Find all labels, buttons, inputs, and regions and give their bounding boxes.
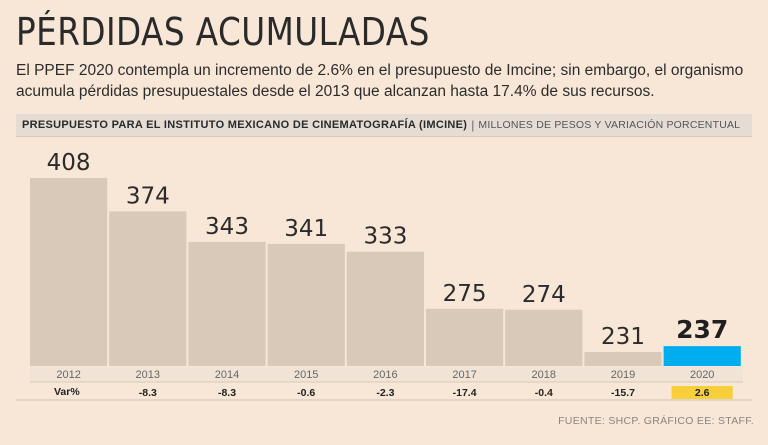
year-label-2015: 2015 [294, 369, 318, 381]
bar-2016 [346, 251, 424, 366]
value-label-2015: 341 [284, 216, 328, 242]
year-label-2012: 2012 [56, 369, 80, 381]
year-label-2016: 2016 [373, 369, 397, 381]
value-label-2018: 274 [522, 282, 566, 308]
chart-subtitle: El PPEF 2020 contempla un incremento de … [16, 62, 744, 100]
chart-units: MILLONES DE PESOS Y VARIACIÓN PORCENTUAL [478, 119, 741, 131]
chart-title: PÉRDIDAS ACUMULADAS [16, 10, 430, 54]
variation-2016: -2.3 [376, 387, 394, 399]
value-label-2020: 237 [676, 315, 728, 344]
variation-2019: -15.7 [611, 387, 635, 399]
year-label-2014: 2014 [215, 369, 239, 381]
bar-2015 [267, 243, 345, 366]
value-label-2017: 275 [443, 281, 487, 307]
variation-2013: -8.3 [139, 387, 157, 399]
variation-highlight-2020 [671, 386, 733, 399]
year-label-2017: 2017 [452, 369, 476, 381]
variation-row-label: Var% [54, 386, 80, 398]
year-label-2013: 2013 [136, 369, 160, 381]
value-label-2013: 374 [126, 183, 170, 209]
variation-2018: -0.4 [535, 387, 553, 399]
value-label-2016: 333 [363, 224, 407, 250]
bar-2013 [109, 211, 187, 366]
variation-2015: -0.6 [297, 387, 315, 399]
header-separator: | [471, 118, 475, 132]
year-row-band [30, 367, 743, 382]
year-label-2019: 2019 [611, 369, 635, 381]
bar-2020 [663, 346, 741, 366]
value-label-2012: 408 [47, 150, 91, 176]
bar-2018 [505, 309, 583, 366]
bar-2017 [426, 308, 504, 366]
variation-2020: 2.6 [695, 387, 710, 399]
bar-2019 [584, 352, 662, 366]
value-label-2014: 343 [205, 214, 249, 240]
bar-2014 [188, 241, 266, 366]
bar-2012 [30, 178, 108, 366]
variation-2014: -8.3 [218, 387, 236, 399]
chart-header-bar: PRESUPUESTO PARA EL INSTITUTO MEXICANO D… [16, 114, 752, 137]
value-label-2019: 231 [601, 324, 645, 350]
year-label-2020: 2020 [690, 369, 714, 381]
year-label-2018: 2018 [532, 369, 556, 381]
chart-label: PRESUPUESTO PARA EL INSTITUTO MEXICANO D… [22, 119, 468, 131]
variation-2017: -17.4 [453, 387, 477, 399]
source-note: FUENTE: SHCP. GRÁFICO EE: STAFF. [558, 415, 754, 427]
